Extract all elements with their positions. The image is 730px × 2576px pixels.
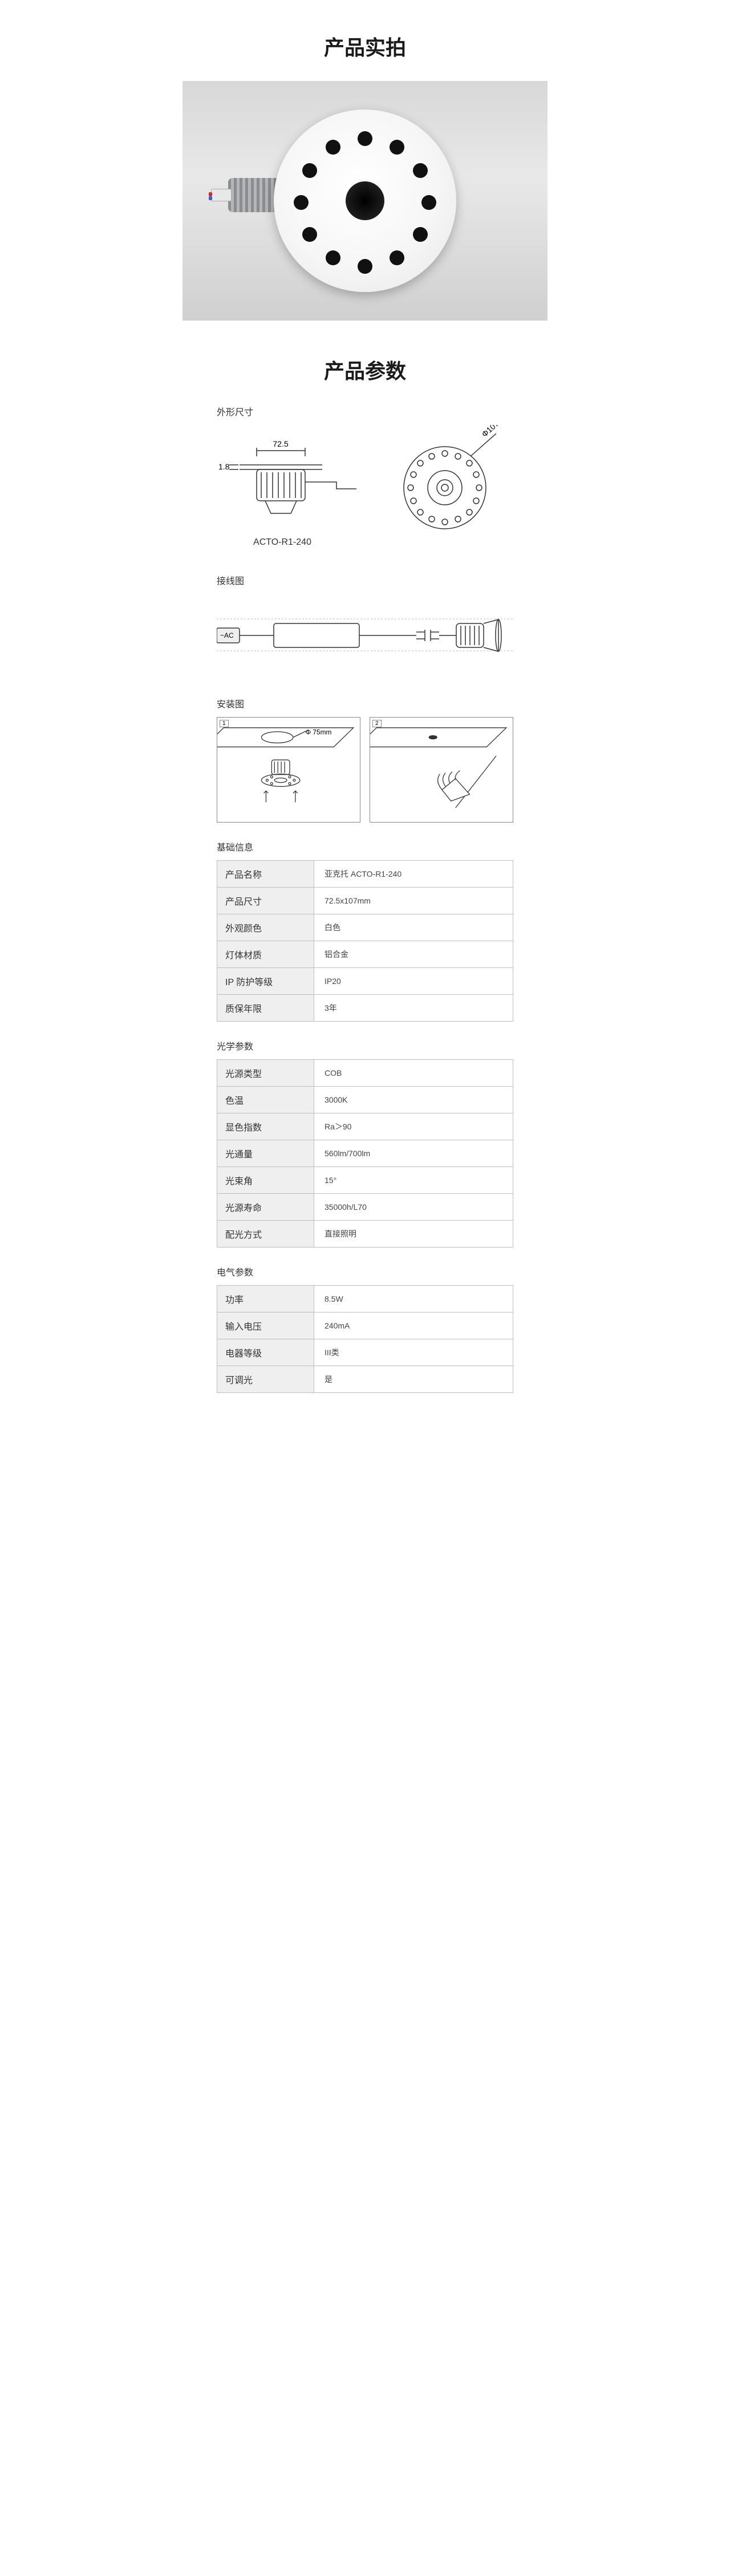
table-row: 产品名称亚克托 ACTO-R1-240	[217, 861, 513, 888]
spec-label: 显色指数	[217, 1113, 314, 1140]
spec-label: 电器等级	[217, 1339, 314, 1366]
spec-label: 光通量	[217, 1140, 314, 1167]
table-row: 配光方式直接照明	[217, 1221, 513, 1248]
wiring-diagram: ~AC	[217, 594, 513, 679]
product-photo	[182, 81, 548, 321]
table-row: 光源类型COB	[217, 1060, 513, 1087]
subhead-wiring: 接线图	[182, 573, 548, 587]
spec-label: 输入电压	[217, 1313, 314, 1339]
spec-value: Ra＞90	[314, 1113, 513, 1140]
spec-label: 功率	[217, 1286, 314, 1313]
spec-value: 8.5W	[314, 1286, 513, 1313]
spec-value: 72.5x107mm	[314, 888, 513, 914]
model-label: ACTO-R1-240	[253, 537, 311, 547]
table-row: 可调光是	[217, 1366, 513, 1393]
table-row: 功率8.5W	[217, 1286, 513, 1313]
spec-label: 质保年限	[217, 995, 314, 1022]
subhead-install: 安装图	[182, 696, 548, 710]
electrical-table: 功率8.5W 输入电压240mA 电器等级III类 可调光是	[217, 1285, 513, 1393]
spec-label: 色温	[217, 1087, 314, 1113]
optical-table: 光源类型COB 色温3000K 显色指数Ra＞90 光通量560lm/700lm…	[217, 1059, 513, 1248]
spec-label: 光源寿命	[217, 1194, 314, 1221]
spec-value: IP20	[314, 968, 513, 995]
ac-label: ~AC	[220, 631, 234, 639]
install-step-2: 2	[370, 717, 513, 823]
spec-value: 560lm/700lm	[314, 1140, 513, 1167]
spec-label: IP 防护等级	[217, 968, 314, 995]
spec-value: 35000h/L70	[314, 1194, 513, 1221]
table-row: IP 防护等级IP20	[217, 968, 513, 995]
table-row: 外观颜色白色	[217, 914, 513, 941]
spec-label: 光束角	[217, 1167, 314, 1194]
table-row: 光束角15°	[217, 1167, 513, 1194]
dimension-diagram: 72.5 1.8	[217, 425, 513, 556]
fixture-illustration	[271, 107, 459, 295]
spec-value: 亚克托 ACTO-R1-240	[314, 861, 513, 888]
spec-value: 是	[314, 1366, 513, 1393]
dim-diameter-label: Φ107	[480, 425, 501, 439]
spec-label: 产品名称	[217, 861, 314, 888]
spec-value: 白色	[314, 914, 513, 941]
install-step-1: 1	[217, 717, 360, 823]
spec-label: 可调光	[217, 1366, 314, 1393]
spec-value: 240mA	[314, 1313, 513, 1339]
spec-value: COB	[314, 1060, 513, 1087]
spec-label: 外观颜色	[217, 914, 314, 941]
table-row: 电器等级III类	[217, 1339, 513, 1366]
install-diagram: 1	[217, 717, 513, 823]
table-row: 显色指数Ra＞90	[217, 1113, 513, 1140]
section-title-spec: 产品参数	[182, 355, 548, 384]
table-row: 光源寿命35000h/L70	[217, 1194, 513, 1221]
table-row: 产品尺寸72.5x107mm	[217, 888, 513, 914]
spec-value: 3000K	[314, 1087, 513, 1113]
table-row: 输入电压240mA	[217, 1313, 513, 1339]
spec-label: 配光方式	[217, 1221, 314, 1248]
table-row: 质保年限3年	[217, 995, 513, 1022]
spec-value: III类	[314, 1339, 513, 1366]
table-row: 灯体材质铝合金	[217, 941, 513, 968]
install-hole-label: Φ 75mm	[306, 728, 332, 736]
dim-width-label: 72.5	[273, 439, 288, 448]
subhead-optical: 光学参数	[182, 1039, 548, 1052]
dim-flange-label: 1.8	[218, 462, 230, 471]
basic-info-table: 产品名称亚克托 ACTO-R1-240 产品尺寸72.5x107mm 外观颜色白…	[217, 860, 513, 1022]
heatsink-icon	[217, 175, 279, 215]
spec-value: 15°	[314, 1167, 513, 1194]
table-row: 光通量560lm/700lm	[217, 1140, 513, 1167]
spec-label: 光源类型	[217, 1060, 314, 1087]
step-2-number: 2	[372, 720, 382, 727]
spec-value: 铝合金	[314, 941, 513, 968]
subhead-basic: 基础信息	[182, 840, 548, 853]
spec-value: 直接照明	[314, 1221, 513, 1248]
subhead-electrical: 电气参数	[182, 1265, 548, 1278]
spec-label: 产品尺寸	[217, 888, 314, 914]
spec-label: 灯体材质	[217, 941, 314, 968]
spec-value: 3年	[314, 995, 513, 1022]
table-row: 色温3000K	[217, 1087, 513, 1113]
subhead-dimensions: 外形尺寸	[182, 404, 548, 418]
step-1-number: 1	[220, 720, 229, 727]
section-title-photo: 产品实拍	[182, 31, 548, 61]
